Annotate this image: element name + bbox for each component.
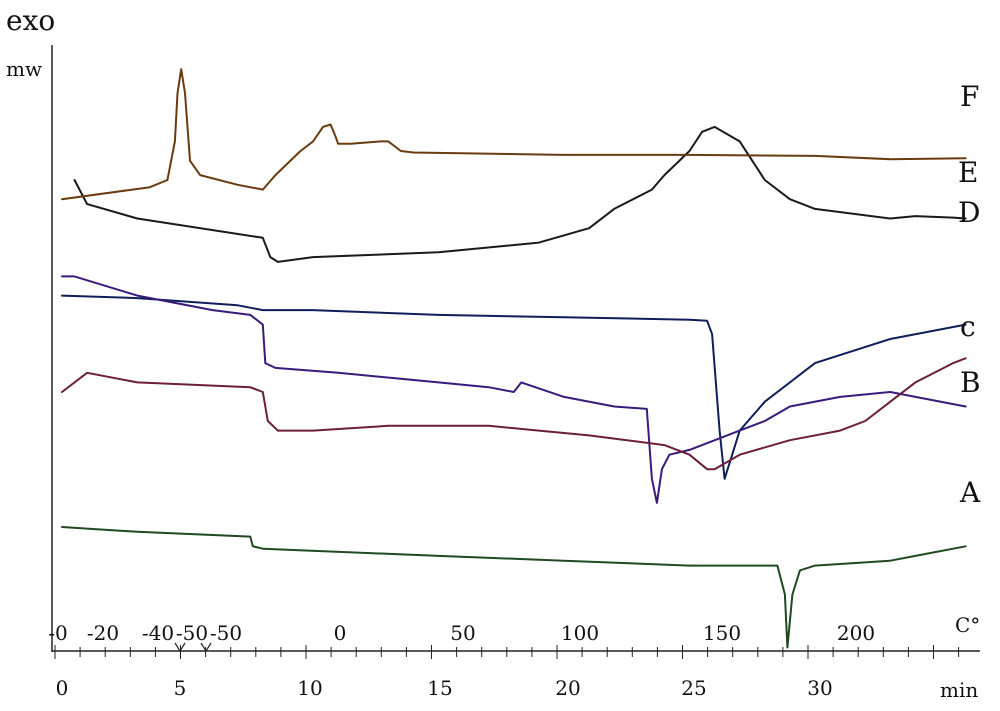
x-temperature-tick-label: 200	[837, 621, 875, 645]
y-axis-top-label: exo	[6, 4, 55, 37]
x-time-tick-label: 5	[174, 676, 187, 700]
x-time-axis-label: min	[940, 678, 978, 702]
series-label-D: D	[958, 196, 980, 229]
x-time-tick-label: 0	[56, 676, 69, 700]
x-time-tick-label: 20	[555, 676, 580, 700]
axes-layer	[51, 45, 980, 659]
y-axis-label: mw	[6, 57, 42, 81]
x-temperature-tick-label: 0	[334, 621, 347, 645]
x-temperature-tick-label: -20	[87, 621, 119, 645]
x-temperature-tick-label: 100	[561, 621, 599, 645]
x-time-tick-label: 25	[681, 676, 706, 700]
series-layer	[61, 68, 967, 649]
series-label-B: B	[960, 366, 981, 399]
x-time-tick-label: 10	[297, 676, 322, 700]
series-line-B	[61, 357, 967, 471]
x-time-tick-label: 15	[427, 676, 452, 700]
x-axis-marker-arrow	[174, 642, 186, 653]
series-label-c: c	[960, 310, 976, 343]
series-line-D	[61, 294, 967, 480]
series-label-E: E	[958, 156, 978, 189]
x-temperature-tick-label: -0	[48, 621, 67, 645]
x-temperature-tick-label: 50	[450, 621, 475, 645]
x-time-tick-label: 30	[807, 676, 832, 700]
series-line-c	[61, 275, 967, 504]
x-temperature-axis-label: C°	[955, 613, 980, 637]
series-line-A	[61, 526, 967, 649]
x-temperature-tick-label: -50	[176, 621, 208, 645]
series-label-A: A	[959, 476, 981, 509]
x-temperature-tick-label: 150	[703, 621, 741, 645]
series-label-F: F	[960, 80, 979, 113]
x-axis-marker-arrow	[200, 642, 212, 653]
series-line-E	[61, 68, 967, 201]
series-line-F	[73, 125, 967, 263]
x-temperature-tick-label: -50	[210, 621, 242, 645]
x-temperature-tick-label: -40	[142, 621, 174, 645]
